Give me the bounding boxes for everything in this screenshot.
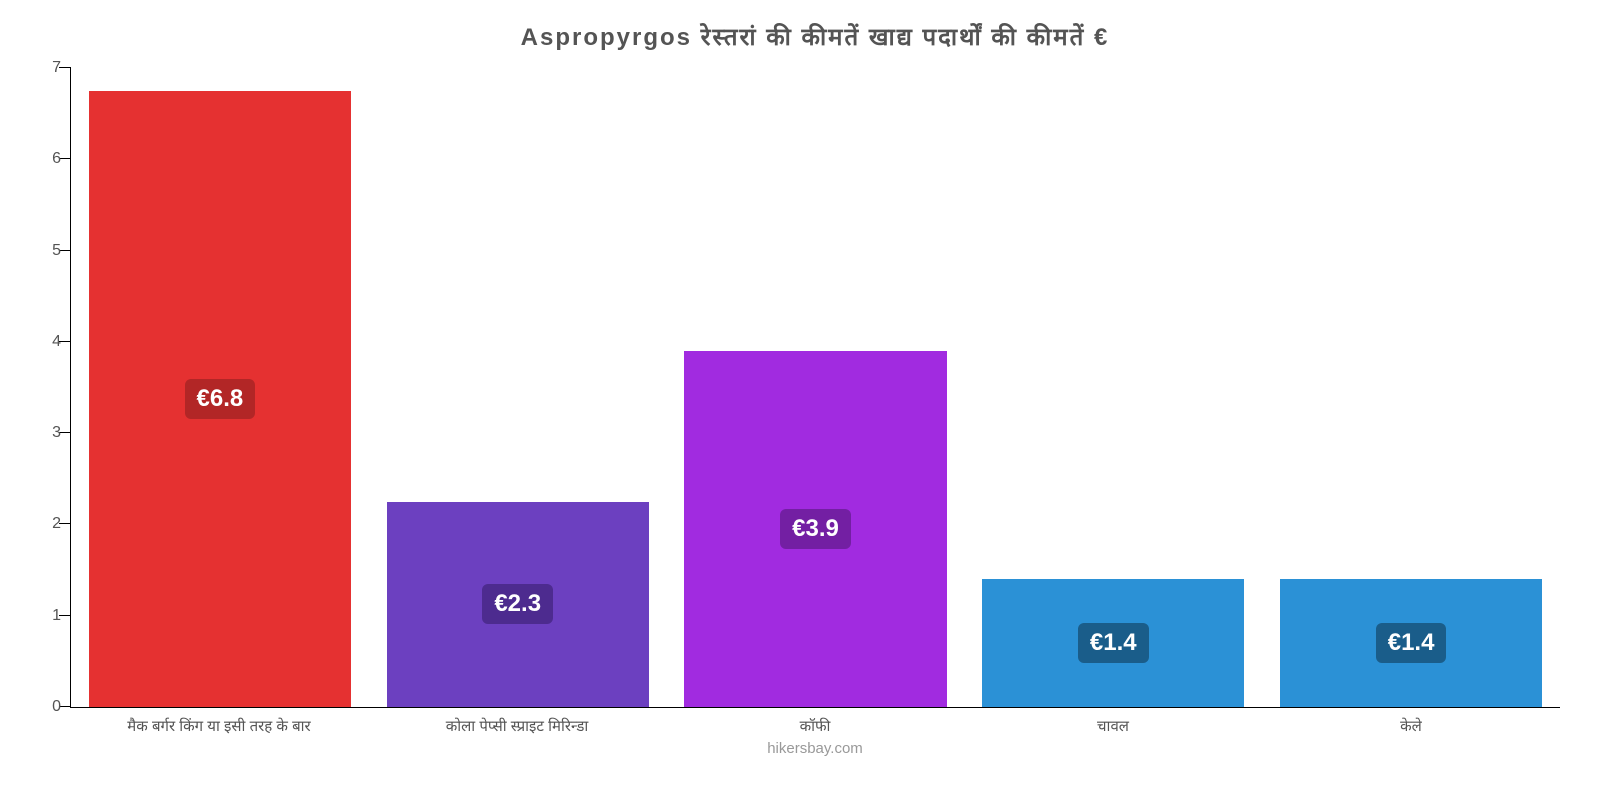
chart-footer: hikersbay.com xyxy=(70,740,1560,757)
value-badge: €2.3 xyxy=(482,584,553,624)
bar: €2.3 xyxy=(387,502,649,707)
x-axis-label: कोला पेप्सी स्प्राइट मिरिन्डा xyxy=(368,716,666,736)
bar: €6.8 xyxy=(89,91,351,707)
bar: €1.4 xyxy=(1280,579,1542,707)
bar-slot: €2.3 xyxy=(369,68,667,707)
bar-slot: €1.4 xyxy=(964,68,1262,707)
y-axis-label: 6 xyxy=(31,150,61,168)
y-axis-label: 2 xyxy=(31,515,61,533)
y-axis-label: 0 xyxy=(31,698,61,716)
bar-slot: €3.9 xyxy=(667,68,965,707)
y-axis-label: 4 xyxy=(31,333,61,351)
bar-slot: €1.4 xyxy=(1262,68,1560,707)
y-axis-label: 1 xyxy=(31,607,61,625)
y-axis-label: 3 xyxy=(31,424,61,442)
bar: €3.9 xyxy=(684,351,946,707)
value-badge: €1.4 xyxy=(1376,623,1447,663)
x-axis-label: केले xyxy=(1262,716,1560,736)
bars-row: €6.8 €2.3 €3.9 €1.4 €1.4 xyxy=(71,68,1560,707)
x-axis-label: कॉफी xyxy=(666,716,964,736)
y-axis-label: 7 xyxy=(31,59,61,77)
bar: €1.4 xyxy=(982,579,1244,707)
x-axis-label: मैक बर्गर किंग या इसी तरह के बार xyxy=(70,716,368,736)
x-axis-labels: मैक बर्गर किंग या इसी तरह के बारकोला पेप… xyxy=(70,716,1560,736)
x-axis-label: चावल xyxy=(964,716,1262,736)
chart-title: Aspropyrgos रेस्तरां की कीमतें खाद्य पदा… xyxy=(70,20,1560,53)
bar-slot: €6.8 xyxy=(71,68,369,707)
plot-area: €6.8€2.3€3.9€1.4€1.4 01234567 xyxy=(70,68,1560,708)
y-axis-label: 5 xyxy=(31,242,61,260)
value-badge: €3.9 xyxy=(780,509,851,549)
chart-container: Aspropyrgos रेस्तरां की कीमतें खाद्य पदा… xyxy=(0,0,1600,800)
value-badge: €1.4 xyxy=(1078,623,1149,663)
value-badge: €6.8 xyxy=(185,379,256,419)
